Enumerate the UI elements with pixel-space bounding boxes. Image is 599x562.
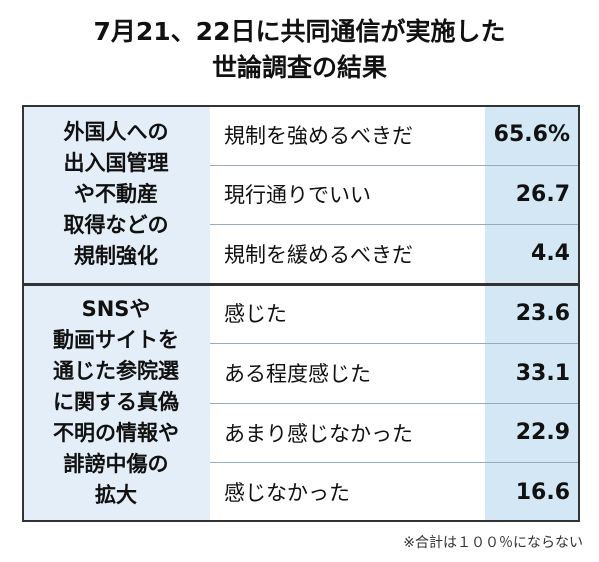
answer-cell: 規制を強めるべきだ: [224, 123, 413, 148]
value-cell: 33.1: [485, 343, 580, 403]
answer-cell: ある程度感じた: [224, 362, 371, 387]
title-line: 7月21、22日に共同通信が実施した: [93, 17, 506, 46]
topic-line: 誹謗中傷の: [63, 452, 169, 477]
footnote: ※合計は１００％にならない: [403, 535, 583, 551]
value-cell: 23.6: [485, 283, 580, 344]
topic-line: 不明の情報や: [53, 421, 179, 446]
row-divider: [210, 462, 580, 464]
topic-line: や不動産: [74, 181, 158, 206]
row-divider: [210, 224, 580, 226]
row-divider: [210, 343, 580, 345]
topic-cell: SNSや動画サイトを 通じた参院選 に関する真偽 不明の情報や 誹謗中傷の拡大: [22, 283, 210, 522]
value-cell: 4.4: [485, 224, 580, 284]
answer-cell: あまり感じなかった: [224, 421, 413, 446]
value-cell: 65.6%: [485, 105, 580, 165]
value-cell: 16.6: [485, 462, 580, 522]
topic-line: SNSや: [81, 297, 151, 322]
topic-line: 規制強化: [74, 243, 158, 268]
answer-cell: 現行通りでいい: [224, 183, 371, 208]
row-divider: [210, 164, 580, 166]
topic-line: 取得などの: [63, 212, 169, 237]
answer-cell: 規制を緩めるべきだ: [224, 242, 413, 267]
topic-line: 外国人への: [63, 119, 169, 144]
title-line: 世論調査の結果: [211, 53, 387, 82]
value-cell: 22.9: [485, 402, 580, 463]
topic-cell: 外国人への出入国管理や不動産取得などの規制強化: [22, 105, 210, 284]
topic-line: 出入国管理: [63, 150, 169, 175]
table-border: [22, 105, 580, 522]
topic-line: 通じた参院選: [53, 359, 179, 384]
value-cell: 26.7: [485, 164, 580, 225]
topic-line: 動画サイトを: [53, 328, 179, 353]
group-divider: [22, 282, 580, 286]
answer-cell: 感じた: [224, 302, 287, 327]
row-divider: [210, 402, 580, 404]
topic-line: 拡大: [95, 483, 137, 508]
topic-line: に関する真偽: [53, 390, 179, 415]
answer-cell: 感じなかった: [224, 481, 350, 506]
